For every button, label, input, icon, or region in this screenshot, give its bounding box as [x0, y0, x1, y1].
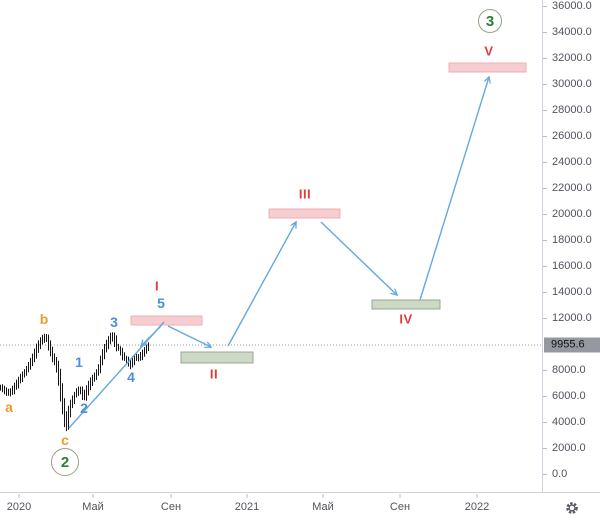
wave-label-2[interactable]: 2: [80, 400, 88, 416]
price-tick-label: 4000.0: [552, 416, 586, 428]
price-tick-label: 22000.0: [552, 182, 592, 194]
wave-label-V[interactable]: V: [484, 43, 494, 59]
price-tick: [543, 6, 547, 7]
wave-III-target[interactable]: [268, 208, 341, 219]
wave-label-c[interactable]: c: [61, 432, 69, 448]
price-tick: [543, 214, 547, 215]
last-price-label: 9955.6: [544, 337, 600, 353]
wave-label-III[interactable]: III: [298, 186, 312, 202]
projection-arrow-3[interactable]: [227, 222, 296, 347]
price-tick-label: 0.0: [552, 468, 568, 480]
settings-gear-button[interactable]: [559, 497, 585, 519]
price-tick: [543, 370, 547, 371]
gear-icon: [566, 502, 578, 514]
wave-label-3[interactable]: 3: [110, 314, 118, 330]
price-tick: [543, 136, 547, 137]
wave-label-5[interactable]: 5: [157, 295, 165, 311]
price-tick: [543, 318, 547, 319]
price-axis[interactable]: 36000.0 34000.0 32000.0 30000.0 28000.0 26000…: [543, 0, 600, 492]
price-chart-canvas: [0, 62, 542, 432]
projection-arrow-5[interactable]: [419, 77, 489, 301]
price-tick: [543, 162, 547, 163]
projection-arrow-2[interactable]: [167, 325, 211, 347]
wave-label-b[interactable]: b: [39, 311, 49, 327]
wave-label-I[interactable]: I: [154, 278, 160, 294]
time-tick-label: Сен: [160, 501, 182, 513]
time-tick: [246, 494, 248, 498]
time-tick-label: 2022: [464, 501, 490, 513]
time-axis-border: [0, 492, 600, 493]
wave-label-IV[interactable]: IV: [399, 311, 413, 327]
price-tick-label: 20000.0: [552, 208, 592, 220]
circled-wave-label-2[interactable]: 2: [51, 448, 79, 476]
price-tick: [543, 32, 547, 33]
price-tick: [543, 396, 547, 397]
price-tick-label: 16000.0: [552, 260, 592, 272]
drawing-overlay: a b c 1 2 3 4 5 I II III IV V 2 3: [5, 9, 502, 476]
chart-pane[interactable]: a b c 1 2 3 4 5 I II III IV V 2 3: [0, 0, 542, 492]
price-tick-label: 36000.0: [552, 0, 592, 12]
wave-label-II[interactable]: II: [209, 366, 219, 382]
price-tick: [543, 474, 547, 475]
price-tick-label: 26000.0: [552, 130, 592, 142]
circled-wave-label-3[interactable]: 3: [478, 9, 502, 33]
time-tick-label: 2021: [234, 501, 260, 513]
price-tick: [543, 448, 547, 449]
price-tick-label: 28000.0: [552, 104, 592, 116]
price-tick: [543, 292, 547, 293]
price-tick-label: 32000.0: [552, 52, 592, 64]
price-tick: [543, 110, 547, 111]
price-tick-label: 12000.0: [552, 312, 592, 324]
time-tick-label: Май: [82, 501, 104, 513]
time-tick: [399, 494, 401, 498]
time-tick: [170, 494, 172, 498]
projection-arrow-1[interactable]: [141, 325, 162, 346]
price-tick: [543, 422, 547, 423]
price-tick-label: 18000.0: [552, 234, 592, 246]
wave-V-target[interactable]: [448, 62, 527, 73]
price-tick-label: 2000.0: [552, 442, 586, 454]
time-tick: [92, 494, 94, 498]
wave-II-target[interactable]: [180, 351, 254, 364]
time-tick: [18, 494, 20, 498]
time-tick-label: Май: [312, 501, 334, 513]
wave-label-a[interactable]: a: [5, 399, 13, 415]
time-axis[interactable]: 2020 Май Сен 2021 Май Сен 2022: [0, 493, 600, 523]
time-tick: [322, 494, 324, 498]
price-tick-label: 30000.0: [552, 78, 592, 90]
time-tick-label: Сен: [389, 501, 411, 513]
wave-IV-target[interactable]: [371, 299, 441, 310]
time-tick-label: 2020: [6, 501, 32, 513]
wave-label-4[interactable]: 4: [127, 369, 135, 385]
projection-arrow-4[interactable]: [320, 221, 397, 295]
wave-label-1[interactable]: 1: [75, 354, 83, 370]
price-tick: [543, 188, 547, 189]
price-tick: [543, 240, 547, 241]
price-tick-label: 14000.0: [552, 286, 592, 298]
price-tick: [543, 266, 547, 267]
price-tick-label: 6000.0: [552, 390, 586, 402]
price-tick: [543, 84, 547, 85]
price-tick-label: 34000.0: [552, 26, 592, 38]
price-tick-label: 24000.0: [552, 156, 592, 168]
wave-I-target[interactable]: [130, 315, 203, 326]
price-tick-label: 8000.0: [552, 364, 586, 376]
price-bars: [0, 332, 149, 432]
time-tick: [476, 494, 478, 498]
price-axis-border: [542, 0, 543, 523]
price-tick: [543, 58, 547, 59]
